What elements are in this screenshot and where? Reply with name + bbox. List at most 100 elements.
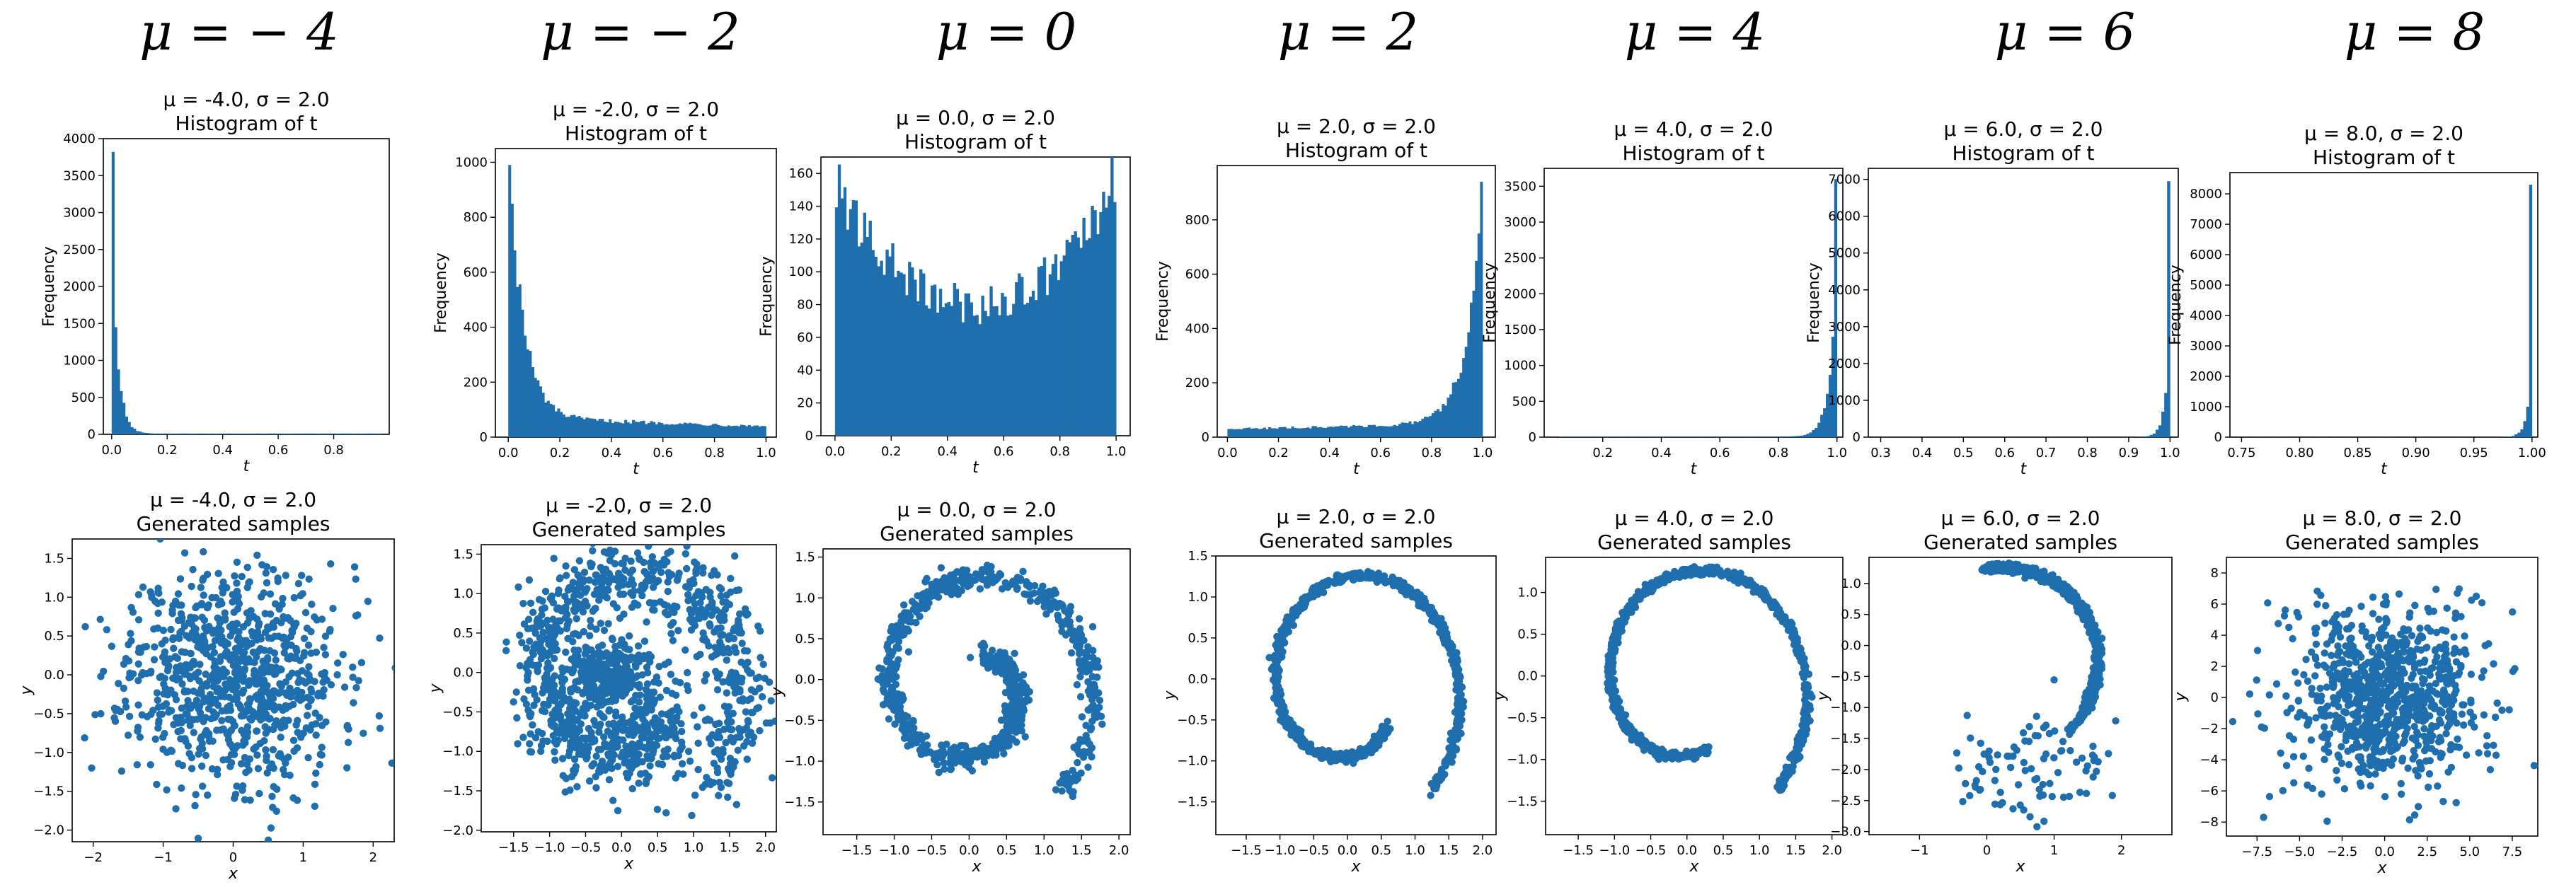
histogram-col-0-xtick-label: 0.4 xyxy=(212,443,233,458)
sample-point xyxy=(208,593,216,602)
histogram-bar xyxy=(706,425,710,437)
sample-point xyxy=(1016,673,1024,681)
sample-point xyxy=(755,684,764,692)
sample-point xyxy=(539,628,547,637)
sample-point xyxy=(199,576,207,584)
histogram-bar xyxy=(1558,436,1563,437)
sample-point xyxy=(571,767,580,775)
histogram-bar xyxy=(689,422,692,437)
sample-point xyxy=(174,760,183,767)
sample-point xyxy=(1084,763,1092,771)
sample-point xyxy=(941,765,948,773)
sample-point xyxy=(691,792,699,799)
sample-point xyxy=(597,746,605,753)
sample-point xyxy=(613,739,621,747)
sample-point xyxy=(233,691,241,699)
sample-point xyxy=(586,632,594,639)
sample-point xyxy=(605,776,614,784)
sample-point xyxy=(652,673,661,681)
sample-point xyxy=(154,703,163,712)
sample-point xyxy=(882,657,891,666)
histogram-bar xyxy=(603,422,607,437)
sample-point xyxy=(723,656,731,664)
histogram-bar xyxy=(1667,436,1671,437)
sample-point xyxy=(277,734,284,741)
sample-point xyxy=(284,614,292,622)
histogram-bar xyxy=(2508,436,2512,437)
sample-point xyxy=(561,592,569,601)
sample-point xyxy=(1026,597,1035,605)
histogram-bar xyxy=(1472,290,1476,437)
histogram-bar xyxy=(1429,416,1432,437)
sample-point xyxy=(139,583,147,591)
histogram-bar xyxy=(975,315,979,436)
histogram-bar xyxy=(725,426,728,437)
histogram-bar xyxy=(1698,436,1701,437)
sample-point xyxy=(907,738,915,746)
sample-point xyxy=(621,555,629,562)
sample-point xyxy=(562,775,570,782)
sample-point xyxy=(1005,739,1013,748)
histogram-bar xyxy=(655,424,658,437)
sample-point xyxy=(211,714,219,721)
histogram-bar xyxy=(998,315,1001,436)
sample-point xyxy=(188,765,196,772)
scatter-col-3-xtick-label: 2.0 xyxy=(1473,843,1493,858)
histogram-bar xyxy=(673,424,677,437)
sample-point xyxy=(502,638,510,646)
histogram-col-1-ytick-label: 1000 xyxy=(455,155,488,170)
sample-point xyxy=(274,574,282,582)
histogram-col-4-xtick-label: 0.2 xyxy=(1592,446,1613,460)
histogram-bar xyxy=(1648,436,1651,437)
sample-point xyxy=(605,579,613,586)
histogram-bar xyxy=(1031,290,1035,436)
sample-point xyxy=(333,659,342,667)
sample-point xyxy=(651,599,659,607)
histogram-col-1-xtick-label: 0.6 xyxy=(652,446,673,460)
histogram-bar xyxy=(1334,426,1338,437)
histogram-bar xyxy=(1309,428,1312,437)
sample-point xyxy=(589,545,597,547)
sample-point xyxy=(217,639,225,647)
sample-point xyxy=(597,620,604,627)
mu-title-col-2: μ = 0 xyxy=(936,2,1077,62)
histogram-bar xyxy=(2149,434,2154,437)
histogram-col-3-xtick-label: 0.6 xyxy=(1370,446,1391,460)
sample-point xyxy=(706,780,715,789)
histogram-bar xyxy=(596,420,599,437)
sample-point xyxy=(740,742,748,750)
sample-point xyxy=(120,660,128,668)
histogram-bar xyxy=(888,256,892,436)
histogram-bar xyxy=(1728,436,1732,437)
histogram-bar xyxy=(114,327,117,434)
sample-point xyxy=(875,664,883,672)
sample-point xyxy=(284,654,292,663)
sample-point xyxy=(231,644,240,653)
histogram-bar xyxy=(1028,296,1033,436)
histogram-bar xyxy=(1575,436,1579,437)
histogram-bar xyxy=(1781,436,1785,437)
sample-point xyxy=(727,770,735,778)
sample-point xyxy=(564,634,572,642)
histogram-col-0-ytick-label: 3500 xyxy=(63,168,96,183)
sample-point xyxy=(702,586,710,593)
histogram-bar xyxy=(846,229,850,436)
histogram-bar xyxy=(877,266,880,436)
sample-point xyxy=(555,586,563,594)
histogram-bar xyxy=(573,414,576,437)
sample-point xyxy=(747,686,756,694)
histogram-bar xyxy=(902,274,906,436)
scatter-col-2-ytick-label: 1.0 xyxy=(795,591,815,605)
sample-point xyxy=(570,596,577,604)
sample-point xyxy=(285,673,293,680)
sample-point xyxy=(663,710,671,719)
histogram-col-1-ytick-label: 0 xyxy=(480,430,488,445)
sample-point xyxy=(223,648,231,656)
histogram-bar xyxy=(1826,393,1829,437)
sample-point xyxy=(571,699,579,707)
sample-point xyxy=(1010,676,1018,684)
sample-point xyxy=(572,729,580,738)
scatter-col-1-xtick-label: −0.5 xyxy=(570,840,602,855)
sample-point xyxy=(923,593,931,601)
